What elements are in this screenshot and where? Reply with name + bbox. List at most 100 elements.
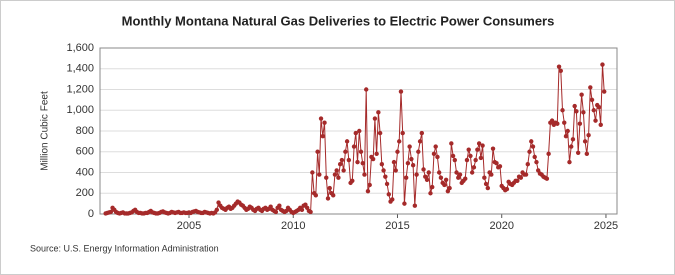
- data-point: [436, 170, 442, 175]
- x-tick-label: 2020: [489, 220, 513, 232]
- data-point: [407, 144, 412, 149]
- data-point: [367, 182, 372, 188]
- y-tick-label: 1,600: [66, 42, 94, 54]
- data-point: [315, 149, 320, 154]
- data-point: [322, 120, 327, 125]
- data-point: [424, 177, 430, 182]
- data-point: [544, 176, 550, 181]
- data-point: [402, 201, 407, 206]
- data-point: [400, 130, 405, 136]
- data-point: [442, 182, 447, 188]
- x-tick-label: 2005: [177, 220, 201, 232]
- plot-area: [99, 47, 618, 215]
- data-point: [426, 170, 431, 175]
- data-point: [332, 172, 338, 177]
- data-point: [273, 209, 279, 215]
- data-point: [416, 149, 421, 154]
- data-point: [586, 132, 591, 138]
- data-point: [471, 165, 477, 170]
- data-point: [381, 168, 386, 173]
- data-point: [478, 155, 484, 161]
- data-point: [317, 172, 322, 177]
- data-point: [327, 185, 332, 191]
- data-point: [421, 167, 426, 172]
- data-point: [530, 144, 536, 149]
- data-point: [527, 149, 532, 154]
- data-point: [572, 103, 577, 109]
- y-tick-label: 1,000: [66, 104, 94, 116]
- data-point: [331, 193, 336, 198]
- data-point: [360, 160, 365, 166]
- data-point: [414, 172, 419, 177]
- data-point: [447, 185, 452, 191]
- data-point: [593, 118, 598, 123]
- data-point: [397, 139, 402, 144]
- data-point: [405, 160, 411, 166]
- data-point: [475, 147, 480, 152]
- data-point: [532, 154, 537, 160]
- data-point: [337, 162, 343, 167]
- data-point: [341, 168, 346, 173]
- data-point: [482, 175, 487, 180]
- data-point: [108, 209, 114, 215]
- data-point: [549, 118, 555, 123]
- y-tick-label: 1,400: [66, 63, 94, 75]
- data-point: [476, 141, 482, 146]
- data-point: [584, 151, 590, 157]
- data-point: [589, 97, 595, 103]
- data-point: [490, 146, 496, 151]
- source: Source: U.S. Energy Information Administ…: [30, 243, 219, 253]
- data-point: [364, 87, 369, 92]
- data-point: [534, 159, 539, 165]
- data-point: [353, 130, 358, 136]
- data-point: [600, 62, 605, 67]
- data-point: [410, 163, 416, 168]
- data-point: [529, 139, 534, 144]
- data-point: [419, 130, 425, 136]
- data-point: [325, 196, 331, 201]
- data-point: [390, 197, 395, 202]
- data-point: [438, 175, 444, 180]
- data-point: [568, 144, 574, 149]
- data-point: [357, 128, 362, 134]
- data-point: [403, 175, 409, 180]
- data-point: [391, 159, 397, 165]
- data-point: [565, 128, 570, 134]
- data-point: [473, 157, 478, 163]
- data-point: [577, 121, 583, 126]
- data-point: [515, 178, 520, 183]
- data-point: [598, 122, 603, 127]
- data-point: [346, 157, 352, 163]
- data-point: [428, 191, 433, 196]
- data-point: [468, 153, 473, 159]
- data-point: [214, 207, 220, 213]
- data-point: [574, 109, 579, 114]
- data-point: [525, 162, 530, 167]
- data-point: [384, 181, 390, 187]
- data-point: [596, 104, 602, 110]
- data-point: [463, 176, 468, 181]
- chart-title: Monthly Montana Natural Gas Deliveries t…: [122, 13, 555, 28]
- data-point: [588, 85, 593, 90]
- x-tick-label: 2025: [594, 220, 618, 232]
- data-point: [344, 139, 350, 144]
- data-point: [443, 177, 449, 182]
- data-point: [575, 150, 581, 155]
- data-point: [377, 130, 383, 136]
- data-point: [334, 168, 339, 173]
- data-point: [310, 170, 315, 175]
- data-point: [308, 209, 313, 215]
- data-point: [350, 178, 355, 183]
- y-tick-label: 800: [76, 125, 94, 137]
- data-point: [523, 172, 529, 177]
- y-tick-label: 200: [76, 187, 94, 199]
- data-point: [567, 159, 572, 165]
- data-point: [579, 92, 584, 97]
- data-point: [556, 64, 562, 69]
- data-point: [320, 133, 325, 139]
- data-point: [480, 143, 485, 148]
- y-tick-label: 0: [88, 208, 94, 220]
- data-point: [457, 172, 463, 177]
